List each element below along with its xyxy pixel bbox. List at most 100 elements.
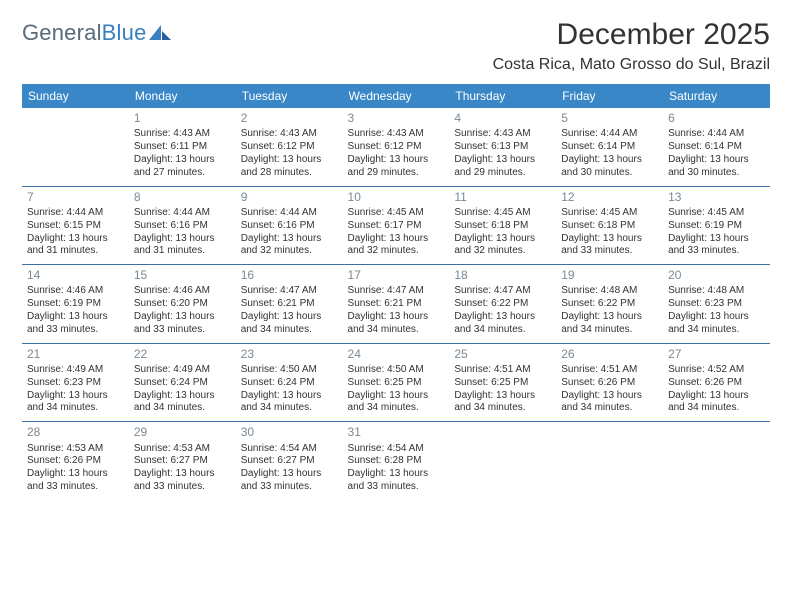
daylight-line: Daylight: 13 hours and 34 minutes. [27, 390, 124, 416]
day-number: 28 [27, 425, 124, 440]
daylight-line: Daylight: 13 hours and 33 minutes. [27, 468, 124, 494]
daylight-line: Daylight: 13 hours and 29 minutes. [348, 154, 445, 180]
calendar-week-row: 7Sunrise: 4:44 AMSunset: 6:15 PMDaylight… [22, 186, 770, 265]
sunset-line: Sunset: 6:26 PM [27, 455, 124, 468]
daylight-line: Daylight: 13 hours and 33 minutes. [134, 311, 231, 337]
calendar-day-cell: 14 Sunrise: 4:46 AMSunset: 6:19 PMDayligh… [22, 265, 129, 344]
sunset-line: Sunset: 6:21 PM [348, 298, 445, 311]
sunset-line: Sunset: 6:19 PM [668, 220, 765, 233]
daylight-line: Daylight: 13 hours and 33 minutes. [241, 468, 338, 494]
sunset-line: Sunset: 6:17 PM [348, 220, 445, 233]
calendar-day-cell: 18 Sunrise: 4:47 AMSunset: 6:22 PMDayligh… [449, 265, 556, 344]
day-number: 18 [454, 268, 551, 283]
day-number: 2 [241, 111, 338, 126]
day-number: 23 [241, 347, 338, 362]
weekday-header: Thursday [449, 84, 556, 108]
sunrise-line: Sunrise: 4:46 AM [134, 285, 231, 298]
sunrise-line: Sunrise: 4:53 AM [27, 443, 124, 456]
sunrise-line: Sunrise: 4:54 AM [241, 443, 338, 456]
sunrise-line: Sunrise: 4:43 AM [134, 128, 231, 141]
calendar-day-cell: 4Sunrise: 4:43 AMSunset: 6:13 PMDaylight… [449, 108, 556, 186]
calendar-day-cell: 2Sunrise: 4:43 AMSunset: 6:12 PMDaylight… [236, 108, 343, 186]
calendar-day-cell: 31Sunrise: 4:54 AMSunset: 6:28 PMDayligh… [343, 422, 450, 500]
daylight-line: Daylight: 13 hours and 34 minutes. [454, 311, 551, 337]
sunset-line: Sunset: 6:19 PM [27, 298, 124, 311]
sunset-line: Sunset: 6:13 PM [454, 141, 551, 154]
calendar-day-cell: 23 Sunrise: 4:50 AMSunset: 6:24 PMDayligh… [236, 343, 343, 422]
calendar-body: 1Sunrise: 4:43 AMSunset: 6:11 PMDaylight… [22, 108, 770, 500]
day-number: 16 [241, 268, 338, 283]
weekday-header: Tuesday [236, 84, 343, 108]
daylight-line: Daylight: 13 hours and 34 minutes. [561, 390, 658, 416]
sunset-line: Sunset: 6:27 PM [134, 455, 231, 468]
sunset-line: Sunset: 6:14 PM [561, 141, 658, 154]
daylight-line: Daylight: 13 hours and 33 minutes. [27, 311, 124, 337]
sunset-line: Sunset: 6:12 PM [241, 141, 338, 154]
sunrise-line: Sunrise: 4:46 AM [27, 285, 124, 298]
day-number: 7 [27, 190, 124, 205]
daylight-line: Daylight: 13 hours and 29 minutes. [454, 154, 551, 180]
calendar-day-cell: 15Sunrise: 4:46 AMSunset: 6:20 PMDayligh… [129, 265, 236, 344]
calendar-day-cell: 3Sunrise: 4:43 AMSunset: 6:12 PMDaylight… [343, 108, 450, 186]
day-number: 24 [348, 347, 445, 362]
logo-part2: Blue [102, 20, 147, 45]
sunrise-line: Sunrise: 4:47 AM [348, 285, 445, 298]
sunrise-line: Sunrise: 4:54 AM [348, 443, 445, 456]
sunset-line: Sunset: 6:24 PM [134, 377, 231, 390]
sunset-line: Sunset: 6:28 PM [348, 455, 445, 468]
sunset-line: Sunset: 6:20 PM [134, 298, 231, 311]
sunrise-line: Sunrise: 4:43 AM [348, 128, 445, 141]
sunset-line: Sunset: 6:24 PM [241, 377, 338, 390]
sunrise-line: Sunrise: 4:49 AM [27, 364, 124, 377]
weekday-header: Saturday [663, 84, 770, 108]
weekday-header: Monday [129, 84, 236, 108]
daylight-line: Daylight: 13 hours and 34 minutes. [348, 390, 445, 416]
daylight-line: Daylight: 13 hours and 33 minutes. [561, 233, 658, 259]
sunrise-line: Sunrise: 4:48 AM [561, 285, 658, 298]
day-number: 31 [348, 425, 445, 440]
day-number: 8 [134, 190, 231, 205]
title-block: December 2025 Costa Rica, Mato Grosso do… [493, 18, 770, 74]
day-number: 27 [668, 347, 765, 362]
sunrise-line: Sunrise: 4:43 AM [241, 128, 338, 141]
sunset-line: Sunset: 6:15 PM [27, 220, 124, 233]
sunset-line: Sunset: 6:22 PM [454, 298, 551, 311]
daylight-line: Daylight: 13 hours and 31 minutes. [27, 233, 124, 259]
calendar-day-cell: 9Sunrise: 4:44 AMSunset: 6:16 PMDaylight… [236, 186, 343, 265]
sunset-line: Sunset: 6:11 PM [134, 141, 231, 154]
calendar-day-cell [22, 108, 129, 186]
sunset-line: Sunset: 6:23 PM [668, 298, 765, 311]
sunrise-line: Sunrise: 4:47 AM [454, 285, 551, 298]
logo-part1: General [22, 20, 102, 45]
daylight-line: Daylight: 13 hours and 34 minutes. [241, 390, 338, 416]
sunrise-line: Sunrise: 4:44 AM [27, 207, 124, 220]
sunrise-line: Sunrise: 4:50 AM [241, 364, 338, 377]
sunrise-line: Sunrise: 4:44 AM [561, 128, 658, 141]
daylight-line: Daylight: 13 hours and 31 minutes. [134, 233, 231, 259]
calendar-day-cell: 19Sunrise: 4:48 AMSunset: 6:22 PMDayligh… [556, 265, 663, 344]
daylight-line: Daylight: 13 hours and 32 minutes. [241, 233, 338, 259]
day-number: 11 [454, 190, 551, 205]
sunrise-line: Sunrise: 4:52 AM [668, 364, 765, 377]
day-number: 22 [134, 347, 231, 362]
day-number: 17 [348, 268, 445, 283]
calendar-day-cell: 8Sunrise: 4:44 AMSunset: 6:16 PMDaylight… [129, 186, 236, 265]
weekday-header: Friday [556, 84, 663, 108]
logo-text: GeneralBlue [22, 20, 147, 46]
calendar-day-cell: 12Sunrise: 4:45 AMSunset: 6:18 PMDayligh… [556, 186, 663, 265]
daylight-line: Daylight: 13 hours and 34 minutes. [241, 311, 338, 337]
calendar-day-cell: 22Sunrise: 4:49 AMSunset: 6:24 PMDayligh… [129, 343, 236, 422]
sunset-line: Sunset: 6:14 PM [668, 141, 765, 154]
calendar-day-cell: 28 Sunrise: 4:53 AMSunset: 6:26 PMDayligh… [22, 422, 129, 500]
sunrise-line: Sunrise: 4:51 AM [454, 364, 551, 377]
calendar-day-cell: 11Sunrise: 4:45 AMSunset: 6:18 PMDayligh… [449, 186, 556, 265]
calendar-day-cell: 6Sunrise: 4:44 AMSunset: 6:14 PMDaylight… [663, 108, 770, 186]
sunset-line: Sunset: 6:22 PM [561, 298, 658, 311]
day-number: 14 [27, 268, 124, 283]
daylight-line: Daylight: 13 hours and 32 minutes. [454, 233, 551, 259]
sunset-line: Sunset: 6:16 PM [241, 220, 338, 233]
sunrise-line: Sunrise: 4:48 AM [668, 285, 765, 298]
daylight-line: Daylight: 13 hours and 27 minutes. [134, 154, 231, 180]
daylight-line: Daylight: 13 hours and 32 minutes. [348, 233, 445, 259]
calendar-day-cell: 10Sunrise: 4:45 AMSunset: 6:17 PMDayligh… [343, 186, 450, 265]
